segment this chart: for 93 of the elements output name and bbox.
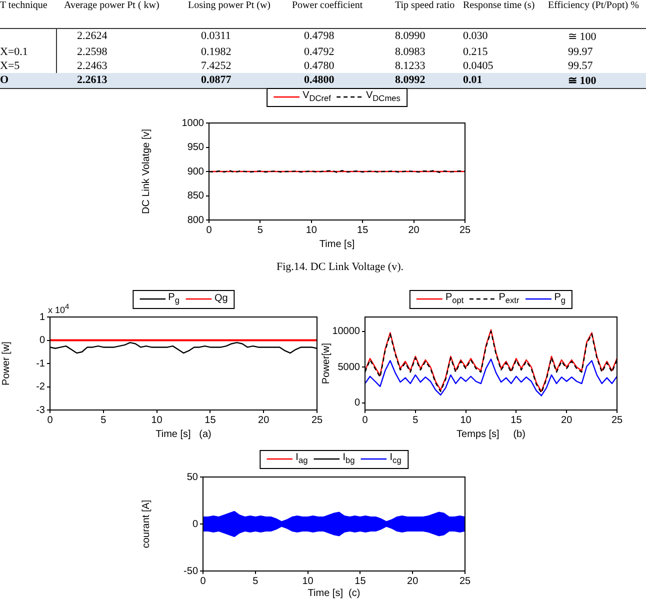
y-tick-label: 900 bbox=[187, 166, 204, 178]
text: 0.0311 bbox=[201, 30, 231, 42]
y-axis-title: courant [A] bbox=[140, 500, 152, 548]
text: x 10$^{4}$ bbox=[48, 302, 70, 315]
y-tick-label: 10000 bbox=[332, 326, 360, 338]
legend-label: I$_{ag}$ bbox=[296, 452, 308, 465]
y-tick-label: -3 bbox=[36, 404, 46, 416]
legend-label: I$_{bg}$ bbox=[342, 452, 355, 465]
y-tick-label: 0 bbox=[192, 518, 198, 530]
x-tick-label: 5 bbox=[252, 576, 259, 587]
text: 0.4792 bbox=[304, 46, 334, 58]
text: 2.2463 bbox=[77, 60, 108, 72]
text: 2.2613 bbox=[77, 74, 108, 86]
y-tick-label: -2 bbox=[36, 382, 46, 392]
category-label: O bbox=[0, 74, 9, 86]
x-axis-title: Temps [s] (b) bbox=[456, 428, 526, 440]
text: ≅ 100 bbox=[568, 75, 596, 87]
category-label: Efficiency (Pt/Popt) % bbox=[548, 0, 639, 11]
x-tick-label: 25 bbox=[459, 576, 471, 587]
y-tick-label: -50 bbox=[184, 566, 198, 577]
x-tick-label: 20 bbox=[407, 576, 419, 587]
category-label: T technique bbox=[0, 0, 48, 11]
text: 0.4800 bbox=[304, 74, 334, 86]
text: 99.57 bbox=[568, 60, 593, 72]
text: 2.2624 bbox=[77, 30, 108, 42]
x-tick-label: 20 bbox=[408, 224, 420, 236]
category-label: X=5 bbox=[0, 60, 20, 72]
text: 0.0877 bbox=[201, 74, 232, 86]
text: 8.1233 bbox=[395, 60, 426, 72]
text: 0.1982 bbox=[201, 46, 232, 58]
text: 0.030 bbox=[463, 30, 488, 42]
text: 8.0990 bbox=[395, 30, 426, 42]
x-axis-title: Time [s] (a) bbox=[156, 428, 212, 440]
x-tick-label: 20 bbox=[561, 414, 573, 426]
text: 99.97 bbox=[568, 46, 593, 58]
x-axis-title: Time [s] bbox=[319, 238, 355, 250]
x-tick-label: 10 bbox=[151, 414, 163, 426]
x-tick-label: 25 bbox=[311, 414, 323, 426]
x-tick-label: 25 bbox=[611, 414, 623, 426]
x-tick-label: 5 bbox=[412, 414, 419, 426]
y-tick-label: 800 bbox=[187, 214, 204, 226]
y-tick-label: 5000 bbox=[338, 362, 360, 373]
x-axis-title: Time [s] (c) bbox=[308, 588, 360, 599]
x-tick-label: 25 bbox=[459, 224, 471, 236]
y-tick-label: 1000 bbox=[182, 118, 204, 129]
y-tick-label: 50 bbox=[186, 472, 198, 483]
text: ≅ 100 bbox=[568, 31, 596, 43]
text: 0.0405 bbox=[463, 60, 494, 72]
x-tick-label: 10 bbox=[302, 576, 314, 587]
category-label: Average power Pt ( kw) bbox=[64, 0, 160, 11]
y-tick-label: 0 bbox=[39, 335, 46, 346]
x-tick-label: 15 bbox=[354, 576, 366, 587]
legend-label: P$_{g}$ bbox=[554, 292, 566, 305]
category-label: X=0.1 bbox=[0, 46, 28, 58]
y-axis-title: Power[w] bbox=[320, 342, 332, 384]
x-tick-label: 5 bbox=[257, 224, 264, 236]
legend-label: I$_{cg}$ bbox=[390, 452, 402, 465]
legend-label: P$_{extr}$ bbox=[498, 292, 520, 305]
y-tick-label: 1 bbox=[39, 312, 46, 323]
text: 8.0983 bbox=[395, 46, 426, 58]
y-tick-label: -1 bbox=[36, 358, 46, 370]
x-tick-label: 0 bbox=[47, 414, 54, 426]
y-tick-label: 850 bbox=[187, 190, 204, 202]
text: 0.4798 bbox=[304, 30, 334, 42]
y-tick-label: 0 bbox=[354, 398, 360, 409]
x-tick-label: 15 bbox=[204, 414, 216, 426]
text: 7.4252 bbox=[201, 60, 232, 72]
caption: Fig.14. DC Link Voltage (v). bbox=[275, 261, 404, 273]
category-label: Losing power Pt (w) bbox=[188, 0, 270, 11]
legend-label: V$_{DCmes}$ bbox=[366, 90, 400, 103]
y-axis-title: DC Link Volatge [v] bbox=[140, 128, 152, 214]
legend-label: Qg bbox=[214, 293, 228, 304]
x-tick-label: 20 bbox=[258, 414, 270, 426]
x-tick-label: 0 bbox=[206, 224, 212, 236]
x-tick-label: 15 bbox=[357, 224, 369, 236]
text: 2.2598 bbox=[77, 46, 108, 58]
x-tick-label: 15 bbox=[510, 414, 522, 426]
category-label: Power coefficient bbox=[292, 0, 363, 11]
y-tick-label: 950 bbox=[187, 142, 204, 153]
x-tick-label: 10 bbox=[460, 414, 472, 426]
text: 0.4780 bbox=[304, 60, 334, 72]
legend-label: V$_{DCref}$ bbox=[302, 90, 331, 103]
text: 0.215 bbox=[463, 46, 488, 58]
text: 0.01 bbox=[463, 74, 482, 86]
legend-label: P$_{g}$ bbox=[168, 292, 180, 305]
category-label: Response time (s) bbox=[463, 0, 535, 11]
text: 8.0992 bbox=[395, 74, 426, 86]
x-tick-label: 5 bbox=[100, 414, 107, 426]
x-tick-label: 0 bbox=[362, 414, 368, 426]
legend-label: P$_{opt}$ bbox=[445, 292, 464, 305]
category-label: Tip speed ratio bbox=[395, 0, 455, 11]
x-tick-label: 10 bbox=[306, 224, 318, 236]
y-axis-title: Power [w] bbox=[0, 341, 12, 386]
